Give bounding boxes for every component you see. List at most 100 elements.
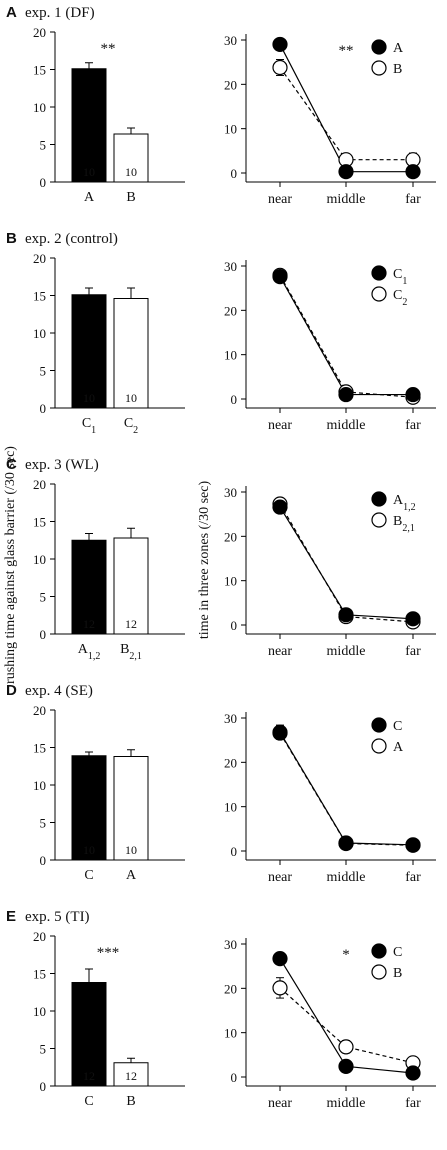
- series-point: [272, 36, 288, 53]
- left-y-axis-label: rushing time against glass barrier (/30 …: [3, 446, 18, 684]
- line-x-tick-label: near: [268, 870, 292, 885]
- bar-n-label: 10: [83, 391, 95, 405]
- bar-n-label: 12: [83, 617, 95, 631]
- bar-y-tick-label: 5: [40, 1042, 47, 1057]
- bar: [71, 982, 107, 1087]
- series-line: [279, 67, 413, 161]
- bar: [71, 294, 107, 409]
- bar-category-label: B: [126, 190, 135, 205]
- line-x-tick-label: near: [268, 192, 292, 207]
- line-x-tick-label: middle: [327, 1096, 366, 1111]
- bar-n-label: 10: [125, 391, 137, 405]
- line-y-tick-label: 20: [224, 77, 237, 92]
- bar-n-label: 10: [125, 165, 137, 179]
- line-y-tick-label: 0: [231, 1070, 238, 1085]
- panel-title: exp. 4 (SE): [25, 683, 93, 699]
- bar-y-tick-label: 10: [33, 326, 46, 341]
- line-y-tick-label: 30: [224, 485, 237, 500]
- bar-y-tick-label: 15: [33, 741, 46, 756]
- panel-letter: C: [6, 456, 17, 473]
- series-point: [338, 607, 354, 623]
- line-x-tick-label: middle: [327, 192, 366, 207]
- bar-category-label: C: [84, 868, 93, 883]
- bar-y-tick-label: 5: [40, 138, 47, 153]
- series-point: [272, 499, 288, 515]
- bar-category-label: A: [126, 868, 137, 883]
- line-chart: 0 10 20 30 near middle far CB *: [224, 937, 436, 1111]
- line-x-tick-label: far: [405, 418, 421, 433]
- legend-label: B: [393, 966, 402, 981]
- bar-y-tick-label: 5: [40, 816, 47, 831]
- line-y-tick-label: 0: [231, 392, 238, 407]
- bar-y-tick-label: 10: [33, 778, 46, 793]
- line-chart: 0 10 20 30 near middle far AB **: [224, 33, 436, 207]
- line-y-tick-label: 20: [224, 303, 237, 318]
- bar-category-label: B2,1: [120, 642, 142, 662]
- bar-n-label: 10: [125, 843, 137, 857]
- line-x-tick-label: near: [268, 418, 292, 433]
- legend-marker: [371, 60, 387, 76]
- bar-chart: 0 5 10 15 20 10 C1 10 C2: [33, 251, 185, 436]
- legend-marker: [371, 286, 387, 302]
- bar-y-tick-label: 15: [33, 289, 46, 304]
- panel-letter: B: [6, 230, 17, 247]
- line-x-tick-label: far: [405, 644, 421, 659]
- legend-label: A: [393, 41, 404, 56]
- bar-n-label: 10: [83, 165, 95, 179]
- legend-marker: [371, 491, 387, 507]
- panel-letter: E: [6, 908, 16, 925]
- line-y-tick-label: 20: [224, 981, 237, 996]
- series-point: [405, 164, 421, 180]
- bar-n-label: 12: [125, 617, 137, 631]
- legend-label: B2,1: [393, 514, 415, 534]
- series-line: [279, 503, 414, 623]
- bar-y-tick-label: 0: [40, 401, 47, 416]
- bar-y-tick-label: 0: [40, 1079, 47, 1094]
- series-point: [338, 164, 354, 180]
- bar-category-label: B: [126, 1094, 135, 1109]
- line-y-tick-label: 10: [224, 122, 237, 137]
- legend-label: C: [393, 945, 402, 960]
- series-point: [272, 980, 288, 996]
- line-significance: *: [342, 947, 350, 963]
- line-x-tick-label: near: [268, 1096, 292, 1111]
- line-x-tick-label: far: [405, 870, 421, 885]
- line-y-tick-label: 0: [231, 844, 238, 859]
- line-significance: **: [339, 43, 354, 59]
- bar-y-tick-label: 20: [33, 703, 46, 718]
- panel-title: exp. 5 (TI): [25, 909, 90, 925]
- bar-y-tick-label: 5: [40, 590, 47, 605]
- bar-category-label: C1: [82, 416, 96, 436]
- line-y-tick-label: 30: [224, 711, 237, 726]
- bar: [71, 755, 107, 861]
- line-x-tick-label: middle: [327, 870, 366, 885]
- panel-title: exp. 2 (control): [25, 231, 118, 247]
- legend-marker: [371, 943, 387, 959]
- bar: [113, 537, 149, 635]
- legend-label: C: [393, 719, 402, 734]
- series-point: [405, 611, 421, 627]
- legend-label: B: [393, 62, 402, 77]
- bar-category-label: C: [84, 1094, 93, 1109]
- panel-title: exp. 3 (WL): [25, 457, 99, 473]
- line-y-tick-label: 20: [224, 755, 237, 770]
- bar-category-label: C2: [124, 416, 138, 436]
- bar-y-tick-label: 15: [33, 967, 46, 982]
- line-chart: 0 10 20 30 near middle far A1,2B2,1: [224, 485, 436, 659]
- series-point: [272, 269, 288, 285]
- panel-letter: D: [6, 682, 17, 699]
- series-point: [338, 386, 354, 403]
- legend-marker: [371, 738, 387, 754]
- bar-n-label: 12: [83, 1069, 95, 1083]
- bar-chart: 0 5 10 15 20 10 C 10 A: [33, 703, 185, 883]
- line-x-tick-label: far: [405, 1096, 421, 1111]
- bar-chart: 0 5 10 15 20 10 A 10 B **: [33, 25, 185, 205]
- legend-marker: [371, 717, 387, 733]
- bar-y-tick-label: 5: [40, 364, 47, 379]
- line-x-tick-label: middle: [327, 418, 366, 433]
- line-x-tick-label: far: [405, 192, 421, 207]
- bar-significance: ***: [97, 945, 120, 961]
- bar-y-tick-label: 10: [33, 552, 46, 567]
